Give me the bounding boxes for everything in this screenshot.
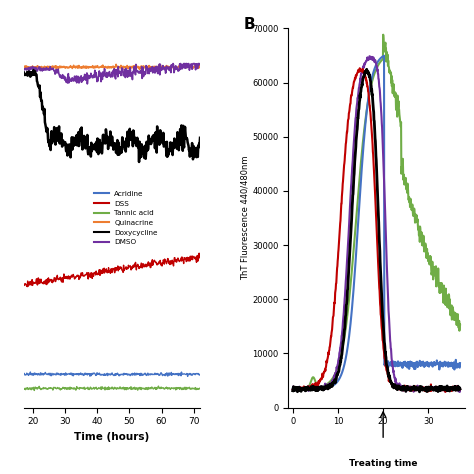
- Text: B: B: [244, 17, 256, 32]
- X-axis label: Time (hours): Time (hours): [74, 432, 149, 442]
- Y-axis label: ThT Fluorescence 440/480nm: ThT Fluorescence 440/480nm: [240, 156, 249, 280]
- Legend: Acridine, DSS, Tannic acid, Quinacrine, Doxycycline, DMSO: Acridine, DSS, Tannic acid, Quinacrine, …: [91, 188, 161, 248]
- Text: Treating time: Treating time: [349, 459, 418, 468]
